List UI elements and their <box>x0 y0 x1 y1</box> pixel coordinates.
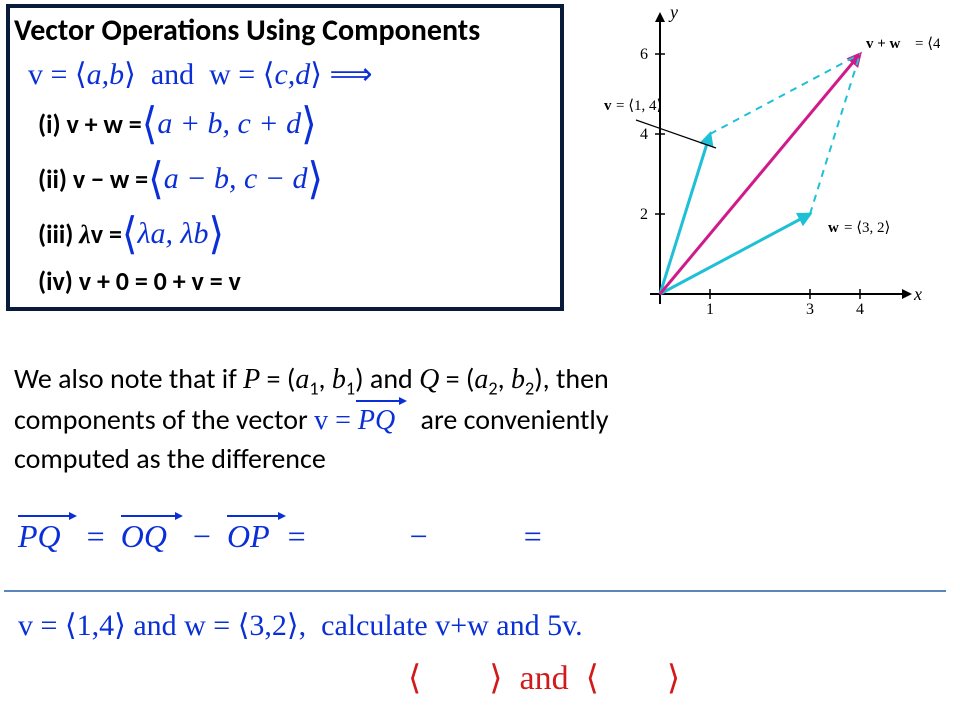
svg-text:v: v <box>604 98 612 114</box>
exercise-line: v = ⟨1,4⟩ and w = ⟨3,2⟩, calculate v+w a… <box>18 608 583 643</box>
divider <box>4 590 946 592</box>
svg-text:3: 3 <box>806 301 814 318</box>
rules-box: Vector Operations Using Components v = ⟨… <box>6 4 564 311</box>
svg-text:4: 4 <box>856 301 864 318</box>
svg-text:x: x <box>913 284 922 304</box>
svg-text:6: 6 <box>640 46 648 63</box>
svg-text:w: w <box>828 220 839 236</box>
explanation-paragraph: We also note that if P = (a1, b1) and Q … <box>14 360 734 478</box>
svg-text:4: 4 <box>640 126 648 143</box>
rule-iv: (iv) v + 0 = 0 + v = v <box>38 265 556 297</box>
svg-text:= ⟨3, 2⟩: = ⟨3, 2⟩ <box>844 220 890 236</box>
svg-text:1: 1 <box>706 301 714 318</box>
rule-iii: (iii) λv = ⟨λa, λb⟩ <box>38 210 556 257</box>
pq-difference-equation: PQ = OQ − OP = − = <box>18 518 542 555</box>
svg-text:2: 2 <box>640 206 648 223</box>
box-title: Vector Operations Using Components <box>14 12 556 49</box>
svg-text:v + w: v + w <box>866 36 901 52</box>
vector-diagram: 1 3 4 2 4 6 x y v + w = ⟨4, 6⟩ w = ⟨3, 2⟩ v= ⟨1, 4⟩ <box>600 4 940 334</box>
rule-ii: (ii) v − w = ⟨a − b, c − d⟩ <box>38 155 556 202</box>
svg-text:= ⟨4, 6⟩: = ⟨4, 6⟩ <box>915 36 940 52</box>
rule-i: (i) v + w = ⟨a + b, c + d⟩ <box>38 100 556 147</box>
svg-text:= ⟨1, 4⟩: = ⟨1, 4⟩ <box>616 98 662 114</box>
svg-text:y: y <box>668 4 678 22</box>
answer-brackets: ⟨ ⟩ and ⟨ ⟩ <box>408 658 680 698</box>
definition-line: v = ⟨a,b⟩ and w = ⟨c,d⟩ ⟹ <box>28 57 556 92</box>
